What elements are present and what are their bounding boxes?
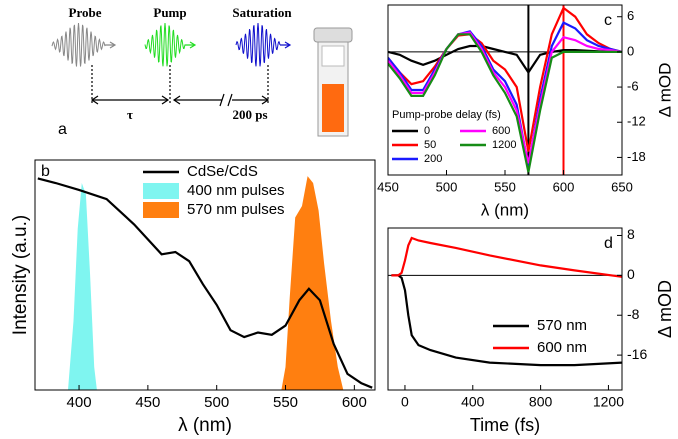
x-tick-label: 1200 [593,394,624,410]
line [388,6,622,152]
y-tick-label: 0 [627,43,634,58]
pulse-label: Probe [69,5,102,20]
pulse-arrow [280,41,292,49]
area [68,183,97,390]
delay-label: τ [127,107,133,122]
line [391,274,622,367]
pulse-label: Saturation [232,5,292,20]
x-tick-label: 550 [494,179,516,194]
panel-label: d [604,235,613,252]
legend-label: 400 nm pulses [187,182,285,199]
x-axis-title: λ (nm) [481,200,529,219]
x-tick-label: 400 [461,394,485,410]
line [37,177,373,389]
pulse [51,22,106,67]
plot-area [388,5,622,175]
x-tick-label: 500 [436,179,458,194]
panel-label: a [58,121,67,138]
y-tick-label: -12 [627,114,646,129]
y-tick-label: -18 [627,149,646,164]
legend-label: 200 [424,153,442,165]
panel-label: b [41,163,50,180]
line [391,236,622,278]
x-tick-label: 600 [553,179,575,194]
legend-swatch [143,183,179,199]
x-tick-label: 650 [611,179,633,194]
y-tick-label: 0 [627,266,635,282]
line [388,33,622,173]
x-tick-label: 0 [401,394,409,410]
legend-label: 1200 [492,139,516,151]
delay-label: 200 ps [232,107,267,122]
x-tick-label: 450 [135,394,160,411]
pulse-arrow [185,41,197,49]
area [281,176,344,390]
legend-label: 600 [492,125,510,137]
plot-area [388,236,622,367]
frame [387,227,623,391]
legend-label: CdSe/CdS [187,163,258,180]
legend-label: 570 nm [537,317,587,334]
line [388,31,622,164]
panel-label: c [604,12,612,29]
legend-label: 50 [424,139,436,151]
y-axis-title: Δ mOD [655,63,674,118]
y-tick-label: 8 [627,226,635,242]
y-tick-label: -8 [627,306,640,322]
line [388,44,622,75]
panel: 400 450 500 550 600 λ (nm) Intensity (a.u.) b Cd… [10,159,376,436]
x-tick-label: 450 [377,179,399,194]
y-axis-title: Δ mOD [655,280,675,338]
pulse-arrow [105,41,117,49]
panel: 0 400 800 1200 Time (fs) 8 0 -8 -16 Δ mOD d 570 nm 6… [387,226,675,435]
cuvette [313,27,353,137]
frame [34,159,376,391]
x-tick-label: 800 [529,394,553,410]
legend-title: Pump-probe delay (fs) [392,109,501,121]
x-axis-title: Time (fs) [470,415,540,435]
plot-area [37,176,373,390]
delay-arrows [90,65,270,107]
line [388,21,622,167]
x-tick-label: 400 [67,394,92,411]
pulse-label: Pump [153,5,186,20]
x-tick-label: 550 [273,394,298,411]
schematic: Probe Pump Saturation τ 200 ps a [51,5,353,138]
x-tick-label: 600 [342,394,367,411]
x-tick-label: 500 [204,394,229,411]
legend-label: 600 nm [537,339,587,356]
y-tick-label: 6 [627,8,634,23]
legend-label: 570 nm pulses [187,201,285,218]
pulse [235,22,281,67]
y-tick-label: -16 [627,346,647,362]
pulse [144,22,186,67]
legend-swatch [143,202,179,218]
legend-label: 0 [424,125,430,137]
x-axis-title: λ (nm) [178,415,232,436]
y-axis-title: Intensity (a.u.) [10,215,31,335]
y-tick-label: -6 [627,79,639,94]
